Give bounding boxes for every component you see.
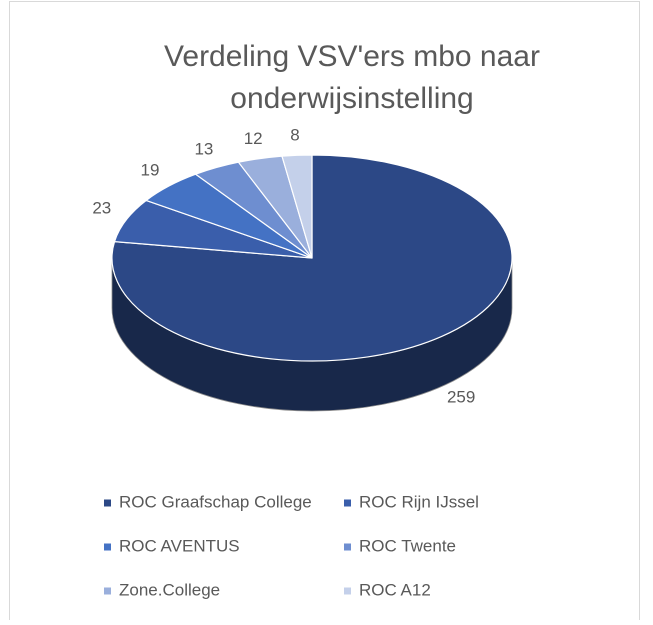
chart-title-line: onderwijsinstelling <box>230 82 473 115</box>
pie-slice <box>281 154 313 259</box>
legend-label: Zone.College <box>119 580 220 599</box>
legend-label: ROC Twente <box>359 536 456 555</box>
legend-swatch <box>104 543 111 551</box>
legend-swatch <box>344 543 351 551</box>
legend-label: ROC Graafschap College <box>119 492 312 511</box>
data-label: 23 <box>92 199 111 218</box>
data-label: 12 <box>244 129 263 148</box>
legend-label: ROC A12 <box>359 580 431 599</box>
chart-title-line: Verdeling VSV'ers mbo naar <box>164 40 540 73</box>
data-label: 8 <box>290 125 299 144</box>
legend-swatch <box>344 499 351 507</box>
data-label: 259 <box>447 388 475 407</box>
legend-label: ROC AVENTUS <box>119 536 240 555</box>
legend-swatch <box>344 587 351 595</box>
data-label: 13 <box>194 139 213 158</box>
data-label: 19 <box>140 160 159 179</box>
legend-swatch <box>104 587 111 595</box>
legend-label: ROC Rijn IJssel <box>359 492 479 511</box>
legend-swatch <box>104 499 111 507</box>
